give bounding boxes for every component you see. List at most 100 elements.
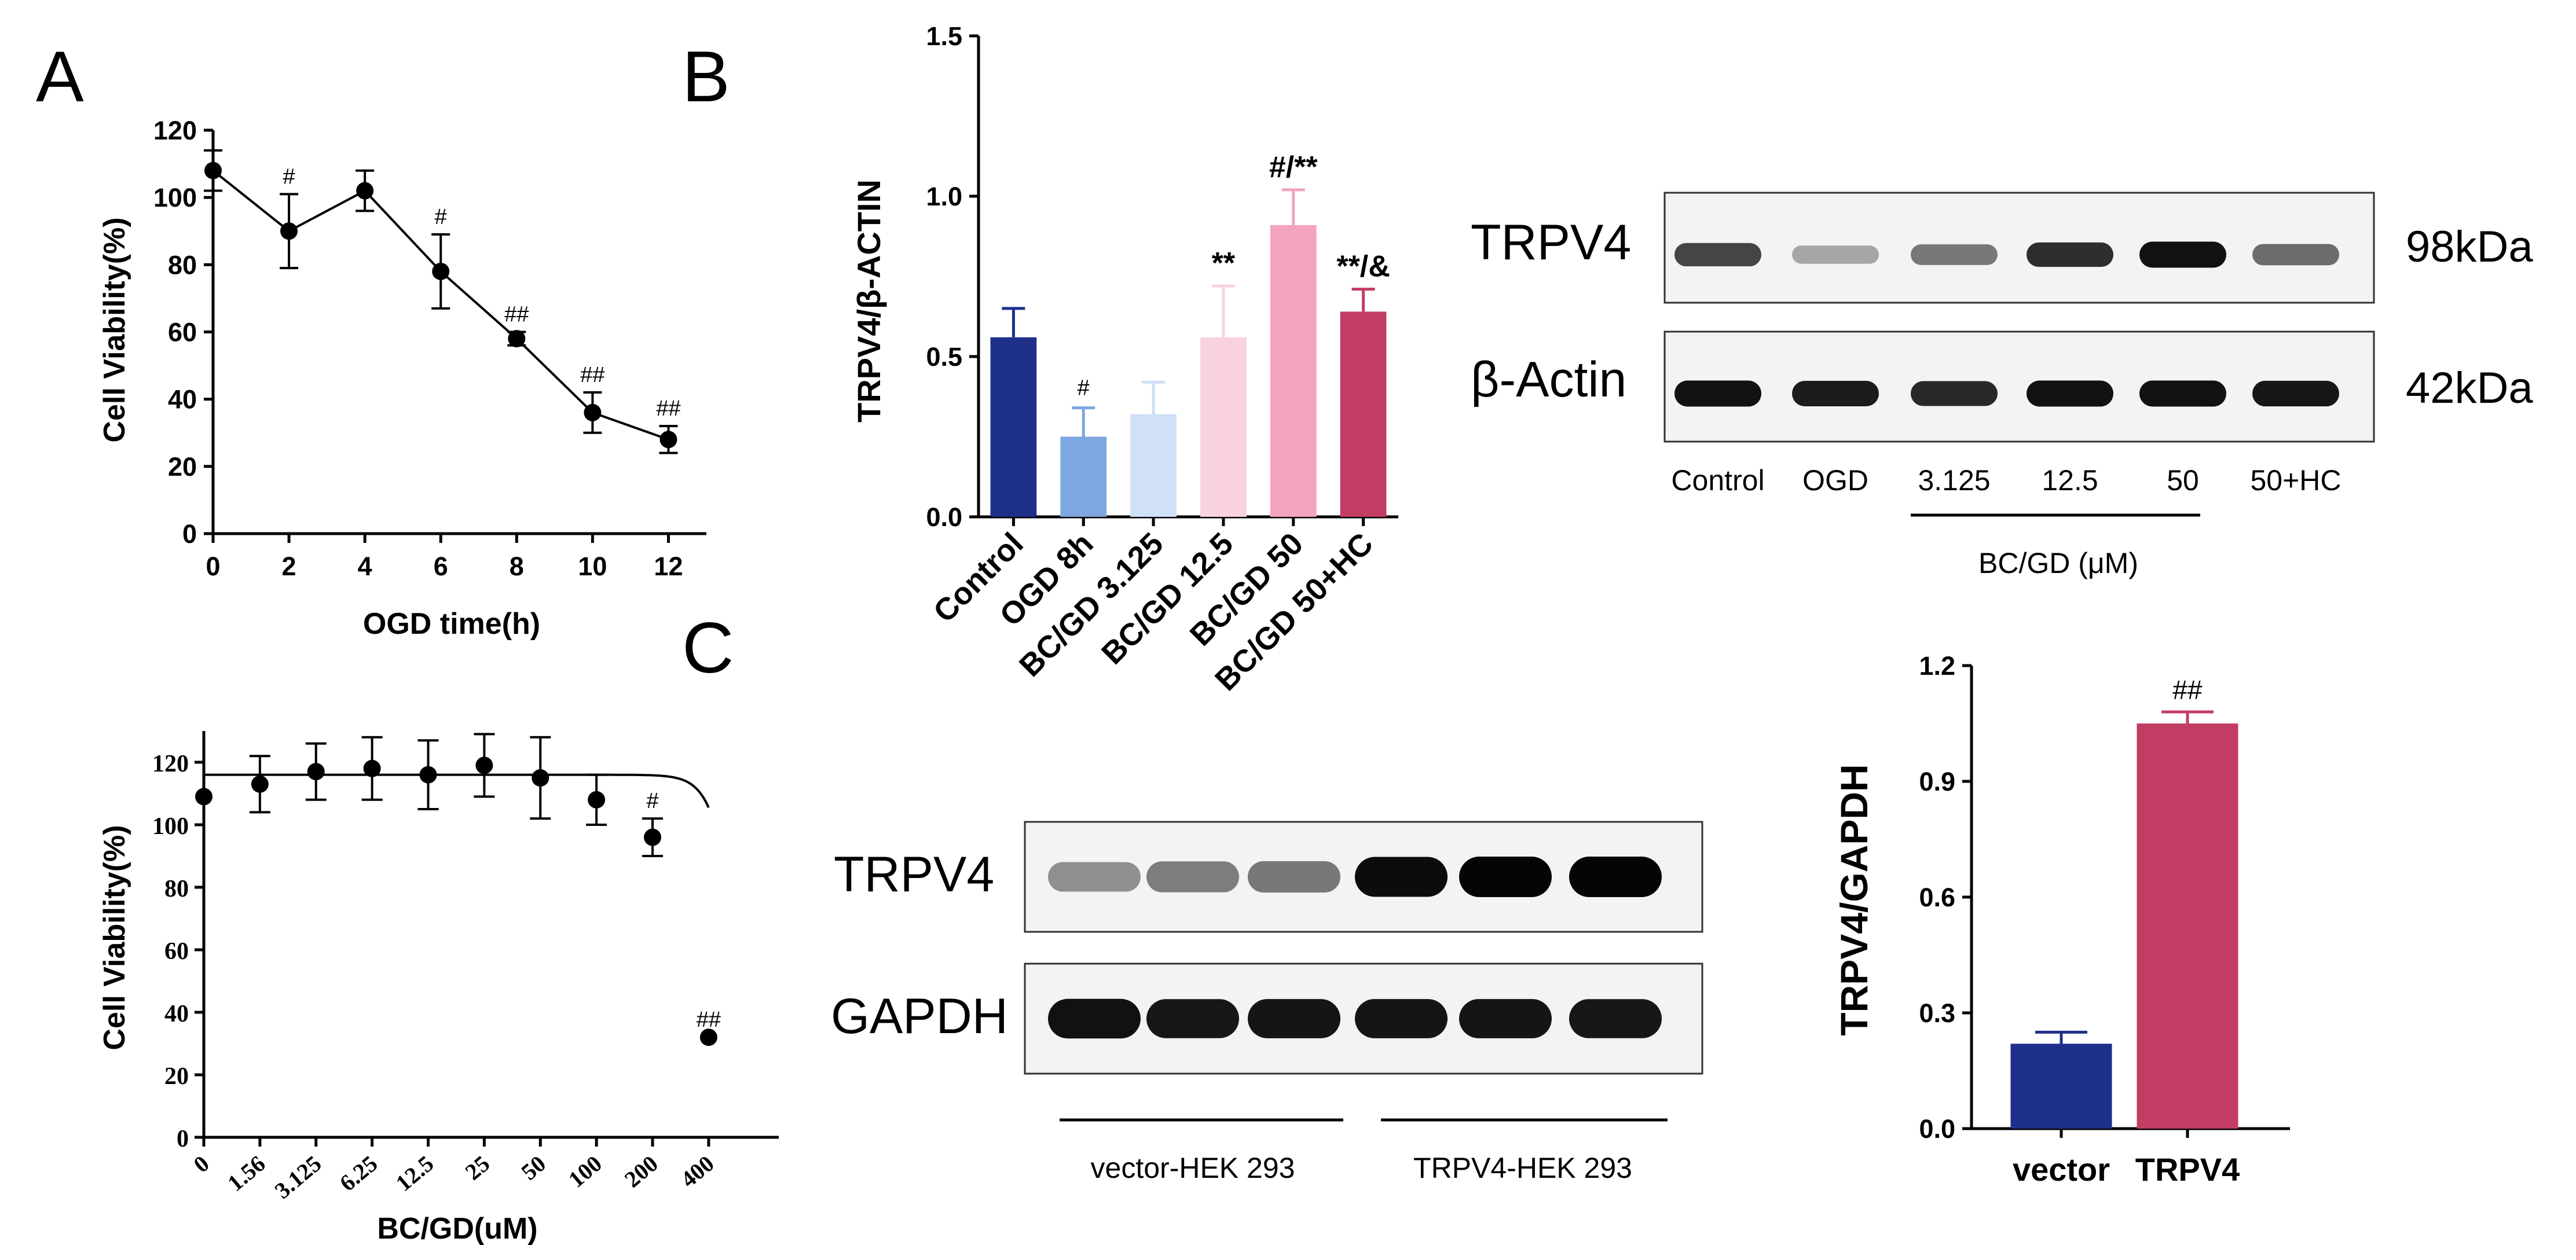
chart-c-xtick-label: 3.125 bbox=[270, 1150, 327, 1203]
chart-a-ylabel: Cell Viability(%) bbox=[98, 217, 131, 442]
chart-c-ytick-label: 100 bbox=[152, 813, 189, 840]
chart-b-bar bbox=[990, 337, 1037, 517]
blot-top-lane-label: OGD bbox=[1802, 464, 1868, 497]
blot-bottom-group2-label: TRPV4-HEK 293 bbox=[1413, 1152, 1632, 1184]
chart-c-point bbox=[699, 1028, 717, 1046]
chart-a-point bbox=[508, 330, 526, 348]
blot-top-group-label: BC/GD (μM) bbox=[1978, 547, 2138, 579]
chart-b-ytick-label: 0.5 bbox=[926, 342, 962, 372]
chart-a-annotation: # bbox=[283, 164, 295, 189]
blot-bottom-band bbox=[1146, 999, 1239, 1038]
blot-bottom-bands bbox=[1048, 857, 1662, 1039]
chart-d-bar bbox=[2010, 1044, 2112, 1129]
blot-top-band bbox=[1792, 245, 1879, 264]
chart-c-point bbox=[532, 769, 549, 787]
chart-a-xtick-label: 10 bbox=[578, 552, 607, 581]
chart-d-category-label: TRPV4 bbox=[2135, 1151, 2240, 1188]
blot-bottom-group1-label: vector-HEK 293 bbox=[1091, 1152, 1295, 1184]
blot-top-band bbox=[2139, 241, 2226, 268]
chart-b-bar bbox=[1060, 436, 1107, 517]
chart-a-ytick-label: 0 bbox=[182, 519, 197, 549]
chart-a-annotation: ## bbox=[580, 363, 604, 387]
chart-c-ytick-label: 0 bbox=[177, 1126, 189, 1152]
blot-bottom-band bbox=[1569, 857, 1662, 897]
blot-bottom-band bbox=[1459, 857, 1552, 897]
chart-c-annotation: # bbox=[646, 789, 658, 813]
chart-b-ytick-label: 1.5 bbox=[926, 21, 962, 51]
chart-a-point bbox=[432, 262, 450, 280]
blot-top-band bbox=[2252, 380, 2339, 407]
chart-c-ylabel: Cell Viability(%) bbox=[98, 825, 131, 1050]
western-blot-bottom: TRPV4 GAPDH vector-HEK 293 TRPV4-HEK 293 bbox=[831, 821, 1703, 1184]
blot-top-band bbox=[1792, 381, 1879, 406]
blot-top-row2-kda: 42kDa bbox=[2406, 363, 2533, 413]
chart-a-ytick-label: 60 bbox=[168, 318, 197, 347]
blot-top-band bbox=[2027, 380, 2113, 407]
chart-c-xtick-label: 0 bbox=[189, 1150, 214, 1177]
chart-a-xtick-label: 2 bbox=[282, 552, 296, 581]
chart-a-point bbox=[280, 222, 298, 240]
chart-c-viability-vs-dose: 0 20 40 60 80 100 120 0 1.56 3.125 6.25 12.5 25 50 100… bbox=[98, 731, 779, 1246]
chart-b-annotation: # bbox=[1078, 376, 1090, 401]
chart-d-ytick-label: 0.0 bbox=[1919, 1114, 1955, 1144]
chart-b-annotation: ** bbox=[1212, 247, 1236, 280]
panel-label-a: A bbox=[36, 37, 84, 117]
blot-top-band bbox=[1674, 380, 1761, 407]
blot-top-lane-labels: Control OGD 3.125 12.5 50 50+HC bbox=[1671, 464, 2341, 497]
chart-a-xlabel: OGD time(h) bbox=[363, 607, 540, 641]
chart-a-xtick-label: 6 bbox=[434, 552, 448, 581]
chart-c-xtick-label: 1.56 bbox=[222, 1150, 270, 1196]
chart-c-xtick-label: 50 bbox=[516, 1150, 551, 1185]
chart-c-ytick-label: 40 bbox=[164, 1001, 189, 1027]
chart-a-ytick-label: 20 bbox=[168, 452, 197, 482]
chart-a-xtick-label: 8 bbox=[510, 552, 524, 581]
blot-bottom-band bbox=[1248, 999, 1340, 1038]
chart-a-ytick-label: 100 bbox=[153, 183, 197, 212]
chart-a-xtick-label: 0 bbox=[206, 552, 220, 581]
blot-bottom-band bbox=[1355, 999, 1448, 1038]
chart-c-xtick-label: 100 bbox=[563, 1150, 607, 1192]
chart-a-xtick-label: 12 bbox=[654, 552, 683, 581]
chart-b-annotation: #/** bbox=[1269, 150, 1318, 184]
chart-a-annotation: ## bbox=[656, 396, 680, 421]
blot-top-band bbox=[1911, 381, 1998, 406]
blot-top-band bbox=[2252, 244, 2339, 266]
chart-c-ytick-label: 60 bbox=[164, 938, 189, 965]
blot-bottom-band bbox=[1048, 998, 1141, 1039]
chart-c-xtick-label: 200 bbox=[620, 1150, 663, 1192]
blot-bottom-row1-label: TRPV4 bbox=[834, 847, 994, 902]
chart-d-ytick-label: 0.9 bbox=[1919, 767, 1955, 796]
chart-b-ylabel: TRPV4/β-ACTIN bbox=[851, 179, 887, 423]
chart-c-point bbox=[251, 775, 269, 793]
chart-c-annotation: ## bbox=[697, 1008, 721, 1032]
chart-a-annotation: ## bbox=[504, 303, 529, 327]
chart-c-point bbox=[588, 791, 606, 809]
chart-c-point bbox=[195, 788, 212, 806]
chart-b-annotation: **/& bbox=[1336, 250, 1390, 284]
chart-b-ytick-label: 1.0 bbox=[926, 182, 962, 211]
panel-label-c: C bbox=[682, 608, 734, 688]
blot-top-lane-label: Control bbox=[1671, 464, 1764, 497]
blot-bottom-band bbox=[1569, 999, 1662, 1038]
chart-a-ytick-label: 40 bbox=[168, 385, 197, 414]
chart-c-point bbox=[475, 756, 493, 774]
blot-top-lane-label: 50+HC bbox=[2250, 464, 2341, 497]
blot-top-bands bbox=[1674, 241, 2339, 407]
blot-top-band bbox=[1911, 244, 1998, 265]
chart-c-xtick-label: 400 bbox=[676, 1150, 719, 1192]
chart-d-marks: 0.0 0.3 0.6 0.9 1.2 vector TRPV4 ## bbox=[1919, 651, 2290, 1188]
chart-d-annotation: ## bbox=[2172, 675, 2203, 705]
chart-d-category-label: vector bbox=[2013, 1151, 2110, 1188]
chart-c-point bbox=[363, 759, 381, 777]
blot-top-band bbox=[2139, 380, 2226, 407]
western-blot-top: TRPV4 β-Actin 98kDa 42kDa Control OGD 3.12… bbox=[1471, 192, 2533, 579]
chart-d-ylabel: TRPV4/GAPDH bbox=[1833, 764, 1875, 1035]
chart-c-marks: 0 20 40 60 80 100 120 0 1.56 3.125 6.25 12.5 25 50 100… bbox=[152, 731, 779, 1204]
chart-d-ytick-label: 0.6 bbox=[1919, 883, 1955, 912]
blot-bottom-band bbox=[1355, 857, 1448, 897]
chart-a-point bbox=[584, 403, 602, 421]
